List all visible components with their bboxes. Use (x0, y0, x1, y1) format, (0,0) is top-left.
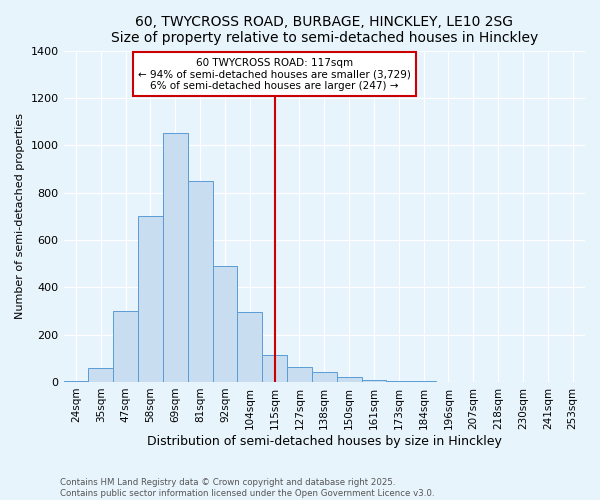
Bar (238, 312, 262, 382)
Bar (113, 311, 138, 382)
Bar (88, 368, 113, 382)
Bar (64, 381, 88, 382)
Text: 60 TWYCROSS ROAD: 117sqm
← 94% of semi-detached houses are smaller (3,729)
6% of: 60 TWYCROSS ROAD: 117sqm ← 94% of semi-d… (138, 58, 411, 91)
Bar (312, 372, 337, 382)
Bar (212, 266, 238, 382)
Bar (386, 381, 411, 382)
X-axis label: Distribution of semi-detached houses by size in Hinckley: Distribution of semi-detached houses by … (147, 434, 502, 448)
Bar (362, 380, 386, 382)
Y-axis label: Number of semi-detached properties: Number of semi-detached properties (15, 113, 25, 319)
Bar (337, 377, 362, 382)
Bar (262, 354, 287, 382)
Bar (138, 216, 163, 382)
Text: Contains HM Land Registry data © Crown copyright and database right 2025.
Contai: Contains HM Land Registry data © Crown c… (60, 478, 434, 498)
Bar (163, 134, 188, 382)
Title: 60, TWYCROSS ROAD, BURBAGE, HINCKLEY, LE10 2SG
Size of property relative to semi: 60, TWYCROSS ROAD, BURBAGE, HINCKLEY, LE… (110, 15, 538, 45)
Bar (287, 366, 312, 382)
Bar (188, 180, 212, 382)
